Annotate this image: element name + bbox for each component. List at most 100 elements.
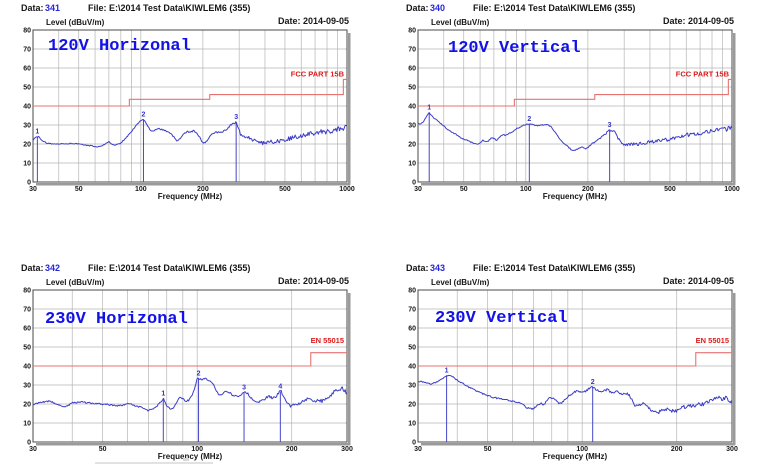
data-label: Data:: [406, 263, 429, 273]
y-tick-label: 70: [408, 47, 416, 54]
chart-header: Data: 340 File: E:\2014 Test Data\KIWLEM…: [403, 3, 755, 15]
y-tick-label: 50: [408, 85, 416, 92]
chart-header: Data: 341 File: E:\2014 Test Data\KIWLEM…: [18, 3, 370, 15]
x-tick-label: 30: [29, 186, 37, 193]
y-tick-label: 40: [23, 364, 31, 371]
y-tick-label: 30: [408, 383, 416, 390]
marker-label: 1: [427, 105, 431, 112]
x-tick-label: 200: [671, 446, 683, 453]
date-label: Date: 2014-09-05: [662, 16, 734, 26]
file-path: File: E:\2014 Test Data\KIWLEM6 (355): [88, 263, 251, 273]
y-tick-label: 70: [23, 47, 31, 54]
panel-120v-vertical: Data: 340 File: E:\2014 Test Data\KIWLEM…: [403, 3, 755, 235]
chart-subheader: Level (dBuV/m) Date: 2014-09-05: [18, 15, 370, 27]
marker-label: 2: [591, 379, 595, 386]
trace-line: [417, 112, 733, 152]
chart-header: Data: 342 File: E:\2014 Test Data\KIWLEM…: [18, 263, 370, 275]
date-label: Date: 2014-09-05: [277, 16, 349, 26]
date-label: Date: 2014-09-05: [662, 276, 734, 286]
chart-header: Data: 343 File: E:\2014 Test Data\KIWLEM…: [403, 263, 755, 275]
chart-title: 230V Horizonal: [45, 310, 188, 329]
limit-label: EN 55015: [696, 336, 729, 345]
y-tick-label: 60: [23, 66, 31, 73]
limit-label: EN 55015: [311, 336, 344, 345]
y-tick-label: 30: [408, 123, 416, 130]
x-tick-label: 30: [29, 446, 37, 453]
y-tick-label: 50: [408, 345, 416, 352]
file-path: File: E:\2014 Test Data\KIWLEM6 (355): [88, 3, 251, 13]
x-tick-label: 1000: [339, 186, 355, 193]
frame-shadow-right: [733, 293, 736, 445]
chart-subheader: Level (dBuV/m) Date: 2014-09-05: [18, 275, 370, 287]
y-axis-label: Level (dBuV/m): [46, 278, 105, 287]
y-tick-label: 20: [408, 142, 416, 149]
y-tick-label: 10: [23, 421, 31, 428]
x-tick-label: 100: [576, 446, 588, 453]
marker-label: 1: [35, 128, 39, 135]
x-tick-label: 50: [99, 446, 107, 453]
frame-shadow-bottom: [36, 183, 350, 186]
data-label: Data:: [21, 3, 44, 13]
y-tick-label: 0: [27, 440, 31, 447]
y-axis-label: Level (dBuV/m): [431, 278, 490, 287]
chart-title: 230V Vertical: [435, 309, 568, 328]
y-tick-label: 10: [408, 161, 416, 168]
x-tick-label: 200: [582, 186, 594, 193]
data-label: Data:: [406, 3, 429, 13]
file-path: File: E:\2014 Test Data\KIWLEM6 (355): [473, 3, 636, 13]
x-tick-label: 50: [460, 186, 468, 193]
y-tick-label: 30: [23, 123, 31, 130]
panel-120v-horizonal: Data: 341 File: E:\2014 Test Data\KIWLEM…: [18, 3, 370, 235]
file-path: File: E:\2014 Test Data\KIWLEM6 (355): [473, 263, 636, 273]
trace-line: [32, 377, 348, 412]
y-tick-label: 80: [23, 288, 31, 295]
limit-line: [418, 78, 732, 107]
marker-label: 1: [445, 368, 449, 375]
chart-subheader: Level (dBuV/m) Date: 2014-09-05: [403, 15, 755, 27]
frame-shadow-bottom: [36, 443, 350, 446]
data-value: 341: [45, 3, 61, 13]
y-tick-label: 0: [412, 440, 416, 447]
limit-line: [418, 352, 732, 367]
tick-labels: 0 10 20 30 40 50 60 70 80 30 50 100 200 300: [23, 288, 353, 454]
x-tick-label: 100: [520, 186, 532, 193]
x-axis-label: Frequency (MHz): [158, 452, 223, 461]
marker-label: 2: [527, 116, 531, 123]
limit-line: [33, 352, 347, 367]
y-tick-label: 40: [23, 104, 31, 111]
x-tick-label: 50: [75, 186, 83, 193]
panel-230v-vertical: Data: 343 File: E:\2014 Test Data\KIWLEM…: [403, 263, 755, 468]
marker-label: 3: [608, 122, 612, 129]
tick-labels: 0 10 20 30 40 50 60 70 80 30 50 100 200 500 1000: [408, 28, 740, 194]
y-tick-label: 80: [408, 28, 416, 35]
cropped-next-row-artifact-mark: [183, 458, 189, 461]
x-axis-label: Frequency (MHz): [543, 452, 608, 461]
x-tick-label: 100: [135, 186, 147, 193]
marker-label: 2: [197, 370, 201, 377]
x-tick-label: 30: [414, 186, 422, 193]
y-tick-label: 80: [408, 288, 416, 295]
limit-label: FCC PART 15B: [676, 70, 730, 79]
data-label: Data:: [21, 263, 44, 273]
x-tick-label: 200: [197, 186, 209, 193]
cropped-next-row-artifact: [95, 462, 213, 464]
tick-labels: 0 10 20 30 40 50 60 70 80 30 50 100 200 500 1000: [23, 28, 355, 194]
marker-label: 4: [278, 384, 282, 391]
x-tick-label: 300: [726, 446, 738, 453]
date-label: Date: 2014-09-05: [277, 276, 349, 286]
data-value: 342: [45, 263, 61, 273]
marker-label: 2: [142, 111, 146, 118]
x-tick-label: 100: [191, 446, 203, 453]
trace-line: [32, 119, 348, 148]
y-tick-label: 60: [408, 326, 416, 333]
chart-title: 120V Vertical: [448, 39, 581, 58]
frame-shadow-right: [348, 33, 351, 185]
y-tick-label: 10: [23, 161, 31, 168]
x-axis-label: Frequency (MHz): [543, 192, 608, 201]
y-tick-label: 50: [23, 345, 31, 352]
